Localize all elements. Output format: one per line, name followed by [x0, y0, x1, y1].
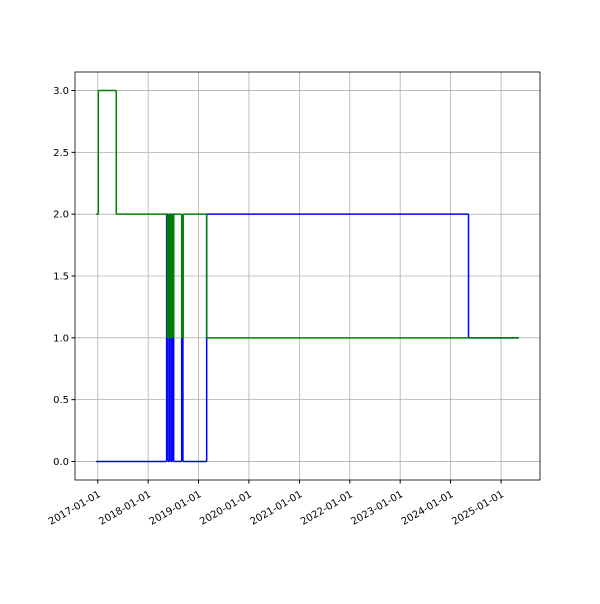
y-tick-label: 1.0	[53, 333, 69, 344]
y-tick-label: 0.5	[53, 395, 69, 406]
y-tick-label: 2.0	[53, 210, 69, 221]
y-tick-label: 2.5	[53, 148, 69, 159]
x-tick-label: 2023-01-01	[349, 489, 405, 528]
x-tick-label: 2017-01-01	[47, 489, 103, 528]
plot-frame	[74, 71, 541, 481]
series-line	[96, 89, 519, 339]
x-tick-label: 2022-01-01	[299, 489, 355, 528]
y-tick-label: 3.0	[53, 86, 69, 97]
x-tick-label: 2021-01-01	[249, 489, 305, 528]
y-tick-label: 1.5	[53, 272, 69, 283]
x-tick-label: 2024-01-01	[400, 489, 456, 528]
x-tick-label: 2018-01-01	[97, 489, 153, 528]
x-tick-label: 2020-01-01	[198, 489, 254, 528]
x-tick-label: 2025-01-01	[450, 489, 506, 528]
x-tick-label: 2019-01-01	[148, 489, 204, 528]
y-tick-label: 0.0	[53, 457, 69, 468]
